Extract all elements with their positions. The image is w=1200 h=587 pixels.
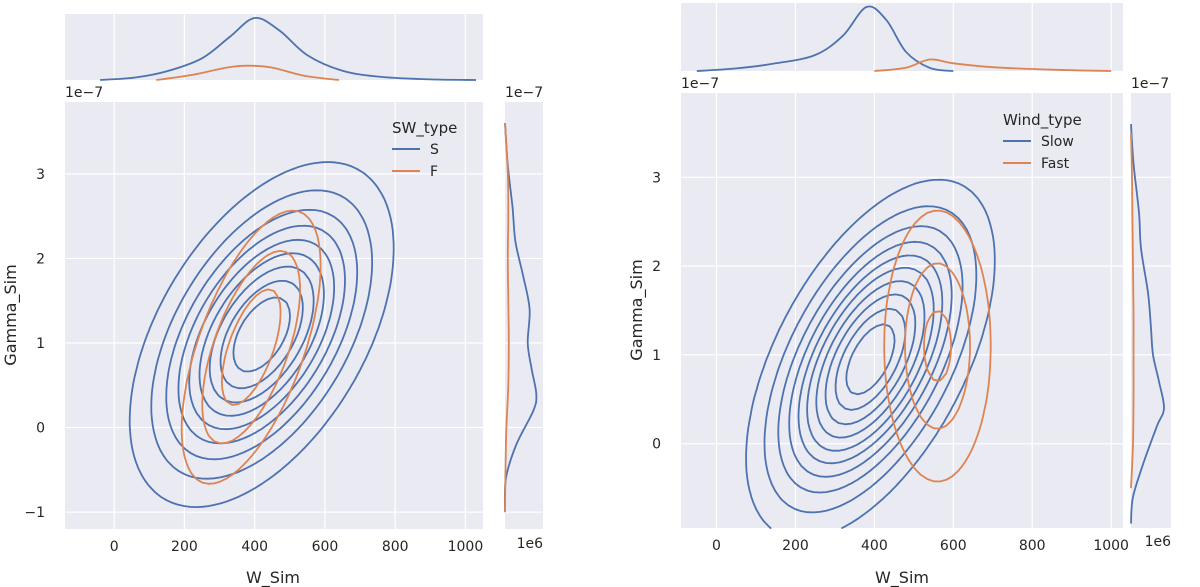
top-marginal-background	[65, 14, 483, 80]
kde-contour-line	[221, 288, 282, 406]
x-tick-label: 1000	[448, 539, 484, 555]
x-tick-label: 400	[861, 538, 888, 554]
x-tick-label: 0	[110, 539, 119, 555]
right-marginal-offset-label: 1e−7	[505, 85, 543, 101]
legend-label-slow: Slow	[1041, 134, 1074, 150]
main-plot-background	[65, 102, 483, 529]
right-marginal-scale-label: 1e6	[1145, 534, 1172, 550]
top-marginal-kde-f	[156, 64, 340, 81]
kde-contour-line	[815, 280, 926, 439]
y-tick-label: 0	[36, 421, 45, 437]
series-fast-contours	[883, 209, 992, 483]
y-tick-label: 0	[652, 437, 661, 453]
y-axis-label: Gamma_Sim	[627, 259, 647, 360]
right-marginal-kde-slow	[1130, 124, 1165, 524]
kde-contour-line	[806, 267, 935, 452]
right-marginal-background	[1131, 93, 1171, 528]
y-tick-label: 1	[652, 348, 661, 364]
kde-contour-line	[845, 323, 896, 396]
x-axis-label: W_Sim	[246, 568, 300, 587]
right-marginal-kde-s	[503, 123, 538, 513]
kde-contour-line	[745, 178, 996, 529]
right-marginal-kde-f	[504, 123, 510, 513]
x-tick-label: 200	[782, 538, 809, 554]
kde-contour-line	[883, 209, 992, 483]
x-tick-label: 600	[940, 538, 967, 554]
y-tick-label: 1	[36, 336, 45, 352]
x-tick-label: 600	[312, 539, 339, 555]
y-tick-label: 3	[36, 167, 45, 183]
joint-plot-1: 0 200 400 600 800 1000 −1 0 1 2 3 W_Sim Gamma_Sim 1e−…	[1, 14, 543, 587]
joint-plot-2: 0 200 400 600 800 1000 0 1 2 3 W_Sim Gamma_Sim 1e−7 1…	[627, 3, 1171, 587]
kde-contour-line	[150, 189, 373, 480]
kde-contour-line	[128, 161, 395, 508]
legend-title: Wind_type	[1003, 111, 1082, 130]
kde-contour-line	[232, 296, 291, 373]
x-tick-label: 0	[712, 538, 721, 554]
x-axis-label: W_Sim	[875, 568, 929, 587]
top-marginal-kde-fast	[874, 58, 1112, 72]
kde-contour-line	[219, 279, 304, 390]
y-offset-label: 1e−7	[681, 76, 719, 92]
kde-contour-line	[177, 224, 346, 445]
x-tick-label: 800	[382, 539, 409, 555]
right-marginal-kde-fast	[1130, 132, 1135, 489]
right-marginal-scale-label: 1e6	[517, 536, 544, 552]
top-marginal-background	[681, 3, 1123, 71]
right-marginal-background	[505, 102, 543, 529]
series-s-contours	[128, 161, 395, 508]
legend-label-fast: Fast	[1041, 156, 1070, 172]
x-tick-label: 800	[1019, 538, 1046, 554]
y-offset-label: 1e−7	[65, 85, 103, 101]
top-marginal-kde-s	[100, 17, 477, 81]
top-marginal-kde-slow	[696, 5, 954, 72]
series-slow-contours	[745, 178, 996, 529]
kde-contour-line	[824, 293, 917, 426]
y-tick-label: 3	[652, 170, 661, 186]
y-tick-label: 2	[652, 259, 661, 275]
kde-contour-line	[763, 205, 978, 514]
kde-contour-line	[904, 262, 971, 430]
series-f-contours	[180, 209, 322, 485]
legend: Wind_type Slow Fast	[1003, 111, 1082, 172]
y-axis-label: Gamma_Sim	[1, 264, 21, 365]
x-tick-label: 200	[171, 539, 198, 555]
y-tick-label: 2	[36, 251, 45, 267]
legend: SW_type SF	[392, 119, 457, 180]
legend-title: SW_type	[392, 119, 457, 138]
kde-contour-line	[165, 208, 359, 461]
kde-contour-line	[923, 310, 952, 382]
legend-label-s: S	[430, 142, 439, 158]
x-tick-label: 400	[241, 539, 268, 555]
kde-contour-line	[201, 250, 301, 445]
legend-label-f: F	[430, 164, 438, 180]
kde-contour-line	[180, 209, 322, 485]
kde-contour-line	[834, 307, 907, 411]
y-tick-label: −1	[24, 505, 45, 521]
x-tick-label: 1000	[1093, 538, 1129, 554]
right-marginal-offset-label: 1e−7	[1131, 76, 1169, 92]
kde-contour-line	[797, 254, 944, 465]
